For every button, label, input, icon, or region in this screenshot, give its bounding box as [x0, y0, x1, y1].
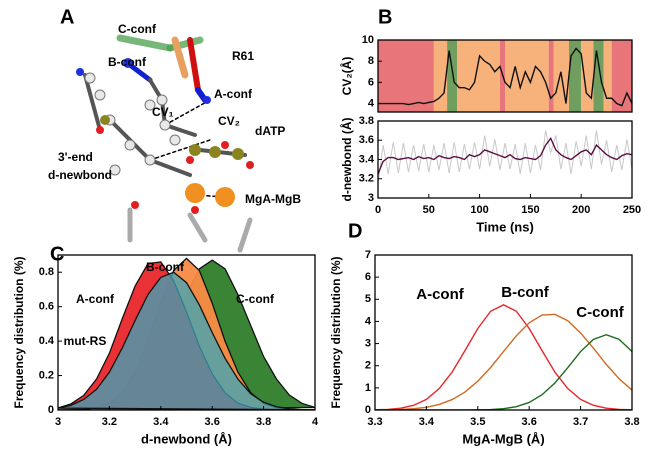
x-tick-label: 250	[623, 204, 641, 216]
structure-label: A-conf	[214, 87, 253, 101]
y-tick-label: 4	[365, 315, 372, 327]
x-tick-label: 3.5	[470, 416, 485, 428]
x-tick-label: 3.8	[624, 416, 639, 428]
state-region	[603, 40, 612, 112]
state-region	[378, 40, 434, 112]
data-line	[378, 136, 632, 175]
structure-label: MgA-MgB	[245, 192, 301, 206]
y-axis-label: CV₂(Å)	[339, 57, 354, 96]
y-tick-label: 3	[368, 192, 374, 204]
x-tick-label: 0	[375, 204, 381, 216]
y-axis-label: d-newbond (Å)	[339, 118, 354, 202]
structure-label: R61	[232, 49, 254, 63]
data-line	[378, 130, 632, 184]
y-tick-label: 0	[48, 404, 54, 416]
distribution-area	[58, 271, 315, 410]
y-axis-label: Frequency distribution (%)	[12, 256, 26, 408]
series-label: B-conf	[146, 260, 185, 274]
y-axis-label: Frequency distribution (%)	[329, 256, 343, 408]
structure-label: B-conf	[108, 55, 147, 69]
state-region	[548, 40, 554, 112]
state-region	[581, 40, 594, 112]
y-tick-label: 3.6	[359, 134, 374, 146]
x-tick-label: 4	[312, 416, 319, 428]
y-tick-label: 0.4	[39, 335, 55, 347]
x-axis-label: Time (ns)	[476, 219, 534, 234]
state-region	[447, 40, 458, 112]
y-tick-label: 6	[368, 76, 374, 88]
structure-label: 3'-end	[58, 150, 93, 164]
x-tick-label: 150	[521, 204, 539, 216]
y-tick-label: 3.8	[359, 115, 374, 127]
x-tick-label: 50	[423, 204, 435, 216]
series-label: mut-RS	[64, 334, 107, 348]
state-region	[593, 40, 604, 112]
panel-label: D	[348, 220, 362, 242]
series-label: A-conf	[416, 286, 464, 303]
structure-label: dATP	[255, 124, 285, 138]
plot	[378, 130, 632, 184]
data-line	[375, 313, 632, 410]
y-tick-label: 3.4	[359, 153, 375, 165]
y-tick-label: 1	[365, 382, 371, 394]
panel-label: B	[378, 6, 392, 28]
state-region	[569, 40, 582, 112]
y-tick-label: 4	[368, 97, 375, 109]
x-tick-label: 3.4	[419, 416, 435, 428]
state-region	[457, 40, 500, 112]
data-line	[378, 47, 632, 107]
plot	[58, 257, 315, 410]
x-tick-label: 3.8	[256, 416, 271, 428]
x-tick-label: 3.6	[205, 416, 220, 428]
x-tick-label: 200	[572, 204, 590, 216]
x-tick-label: 100	[470, 204, 488, 216]
plot-frame	[57, 254, 316, 411]
y-tick-label: 7	[365, 249, 371, 261]
x-tick-label: 3.3	[367, 416, 382, 428]
x-tick-label: 3.2	[102, 416, 117, 428]
state-region	[433, 40, 448, 112]
plot-frame	[374, 254, 633, 411]
y-tick-label: 2	[365, 360, 371, 372]
structure-label: C-conf	[118, 22, 157, 36]
y-tick-label: 0.6	[39, 301, 54, 313]
x-tick-label: 3.7	[573, 416, 588, 428]
y-tick-label: 0.2	[39, 369, 54, 381]
series-label: B-conf	[501, 284, 549, 301]
x-axis-label: MgA-MgB (Å)	[462, 431, 544, 446]
panel-label: A	[60, 6, 74, 28]
x-tick-label: 3.6	[522, 416, 537, 428]
series-label: A-conf	[76, 292, 115, 306]
y-tick-label: 3	[365, 337, 371, 349]
structure-label: d-newbond	[48, 168, 112, 182]
x-axis-label: d-newbond (Å)	[141, 431, 232, 446]
x-tick-label: 3	[55, 416, 61, 428]
series-label: C-conf	[236, 292, 275, 306]
plot	[375, 304, 632, 410]
y-tick-label: 10	[362, 34, 374, 46]
y-tick-label: 0	[365, 404, 371, 416]
y-tick-label: 0.8	[39, 266, 54, 278]
panel-label: C	[50, 243, 64, 265]
plot	[378, 40, 632, 112]
y-tick-label: 8	[368, 55, 374, 67]
structure-label: CV₂	[218, 114, 240, 128]
molecule	[76, 34, 254, 253]
data-line	[375, 333, 632, 410]
y-tick-label: 3.2	[359, 173, 374, 185]
y-tick-label: 5	[365, 293, 371, 305]
y-tick-label: 6	[365, 271, 371, 283]
series-label: C-conf	[576, 304, 624, 321]
x-tick-label: 3.4	[153, 416, 169, 428]
plot-frame	[377, 39, 633, 113]
structure-label: CV₁	[152, 105, 174, 119]
data-line	[375, 304, 632, 410]
